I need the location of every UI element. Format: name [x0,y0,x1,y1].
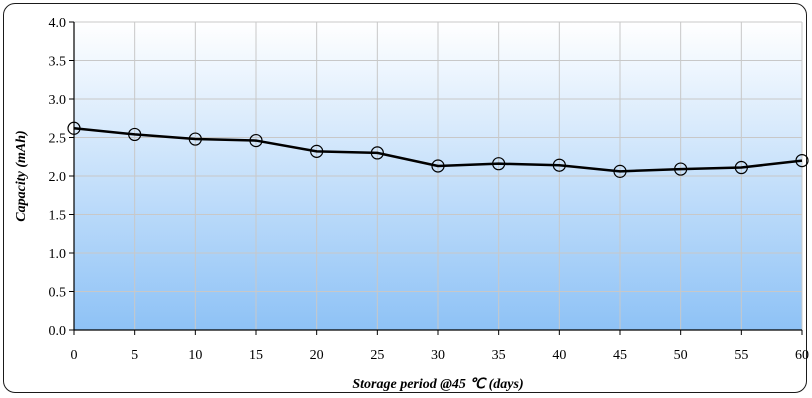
data-point [795,154,809,168]
data-point [128,127,142,142]
data-point [370,146,384,160]
x-tick-label: 20 [310,348,324,363]
y-tick-label: 1.0 [49,247,67,262]
x-tick-label: 50 [674,348,688,363]
x-tick-label: 5 [131,348,138,363]
data-point [613,164,627,178]
y-tick-label: 3.5 [49,55,67,70]
x-tick-label: 40 [552,348,566,363]
y-axis-label: Capacity (mAh) [14,130,29,221]
x-tick-label: 55 [734,348,748,363]
x-tick-label: 60 [795,348,809,363]
x-tick-label: 30 [431,348,445,363]
data-point [67,121,81,135]
y-tick-label: 4.0 [49,16,67,31]
axes [69,21,803,335]
x-tick-label: 0 [71,348,78,363]
y-tick-label: 2.5 [49,132,67,147]
y-tick-label: 0.0 [49,324,67,339]
x-tick-label: 35 [492,348,506,363]
data-point [674,162,688,176]
y-tick-label: 2.0 [49,170,67,185]
x-tick-label: 10 [188,348,202,363]
y-tick-label: 3.0 [49,93,67,108]
grid-lines [74,21,803,330]
data-point [249,133,263,148]
y-tick-labels: 0.0 0.5 1.0 1.5 2.0 2.5 3.0 3.5 4.0 [49,16,67,339]
data-point [310,144,324,158]
y-tick-label: 1.5 [49,209,67,224]
series-line [73,127,803,173]
data-point [431,159,445,173]
y-tick-label: 0.5 [49,286,67,301]
x-tick-label: 15 [249,348,263,363]
series-group [67,121,809,178]
data-point [492,157,506,171]
data-point [734,160,748,175]
data-point [552,158,566,172]
data-point [188,132,202,146]
x-tick-label: 45 [613,348,627,363]
x-axis-label: Storage period @45 ℃ (days) [352,377,523,392]
x-tick-label: 25 [370,348,384,363]
x-tick-labels: 0 5 10 15 20 25 30 35 40 45 50 55 60 [71,348,810,363]
